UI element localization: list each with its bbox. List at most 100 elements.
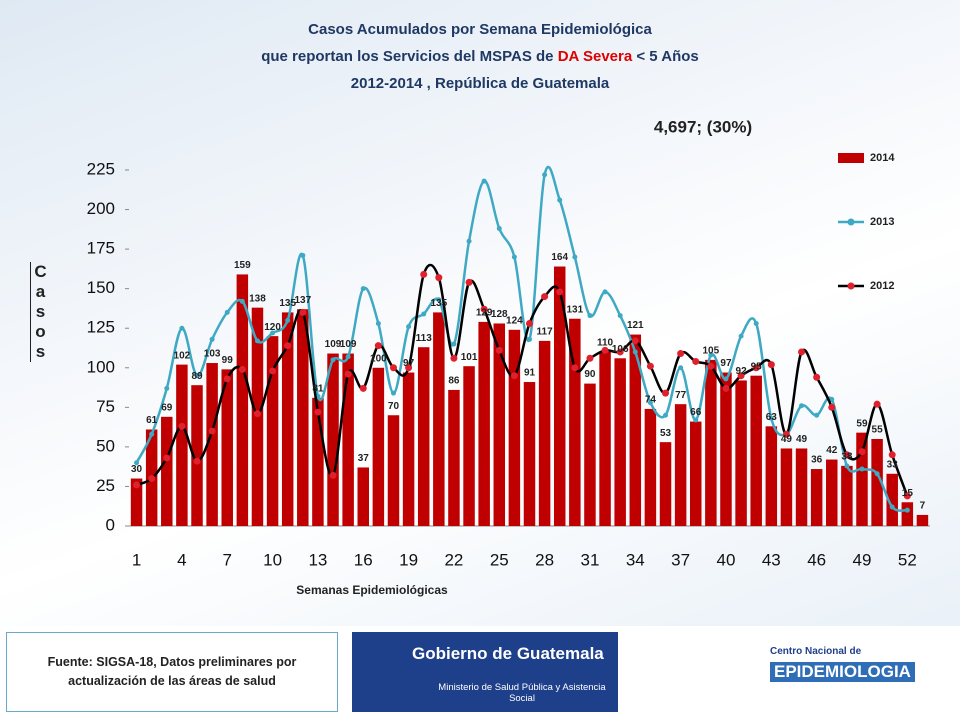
bar <box>191 385 203 526</box>
point <box>904 507 910 513</box>
point <box>692 357 700 365</box>
legend-label: 2014 <box>870 152 895 164</box>
data-label: 110 <box>597 338 614 349</box>
data-label: 55 <box>872 425 884 436</box>
x-tick-label: 7 <box>223 550 232 569</box>
bar <box>810 469 823 526</box>
data-label: 74 <box>645 395 657 406</box>
title-part: que reportan los Servicios del MSPAS de <box>261 48 557 65</box>
point <box>663 412 669 418</box>
data-label: 63 <box>766 412 778 423</box>
point <box>617 313 623 319</box>
x-tick-label: 34 <box>626 550 645 569</box>
y-tick-label: 50 <box>96 436 115 455</box>
cne-logo: Centro Nacional de EPIDEMIOLOGIA <box>740 640 950 710</box>
data-label: 91 <box>524 368 536 379</box>
epidemiologia-text: EPIDEMIOLOGIA <box>770 662 915 682</box>
point <box>330 357 336 363</box>
point <box>829 396 835 402</box>
bar <box>297 309 309 526</box>
x-tick-label: 31 <box>580 550 599 569</box>
data-label: 97 <box>403 358 415 369</box>
bar <box>448 389 460 526</box>
x-tick-label: 1 <box>132 550 141 569</box>
bar <box>161 416 173 526</box>
point <box>737 372 745 380</box>
point <box>466 238 472 244</box>
data-label: 90 <box>584 369 596 380</box>
data-label: 135 <box>279 298 296 309</box>
data-label: 106 <box>612 344 629 355</box>
point <box>526 319 533 327</box>
bar <box>735 380 747 526</box>
point <box>344 370 352 378</box>
point <box>631 337 639 345</box>
point <box>601 346 609 354</box>
point <box>193 457 201 465</box>
bar <box>674 404 687 526</box>
point <box>194 373 200 379</box>
x-tick-label: 25 <box>490 550 509 569</box>
bar <box>176 364 188 526</box>
bar <box>599 351 611 526</box>
data-label: 92 <box>736 366 748 377</box>
data-label: 61 <box>146 415 158 426</box>
y-tick-label: 200 <box>87 199 115 218</box>
bar <box>629 334 642 526</box>
data-label: 97 <box>720 358 732 369</box>
point <box>164 385 170 391</box>
point <box>253 410 261 418</box>
data-label: 36 <box>811 455 823 466</box>
bar <box>916 514 929 526</box>
point <box>799 403 805 409</box>
point <box>299 308 307 316</box>
point <box>858 448 866 456</box>
data-label: 100 <box>370 353 387 364</box>
point <box>345 354 351 360</box>
bar <box>538 340 551 526</box>
bar <box>312 397 324 526</box>
bar <box>826 459 838 526</box>
point <box>451 341 457 347</box>
y-tick-label: 0 <box>106 515 115 534</box>
point <box>632 349 638 355</box>
y-tick-label: 125 <box>87 318 115 337</box>
bar <box>720 372 732 526</box>
legend-marker <box>847 282 855 290</box>
title-line: que reportan los Servicios del MSPAS de … <box>261 48 699 65</box>
gobierno-logo: Gobierno de Guatemala Ministerio de Salu… <box>352 632 618 712</box>
point <box>814 412 820 418</box>
point <box>527 336 532 342</box>
bar <box>463 366 475 526</box>
point <box>149 431 155 437</box>
x-tick-label: 52 <box>898 550 917 569</box>
x-axis-label: Semanas Epidemiológicas <box>296 583 448 597</box>
point <box>420 270 428 278</box>
point <box>269 367 277 375</box>
point <box>889 504 895 510</box>
point <box>421 311 427 317</box>
point <box>753 320 759 326</box>
bar <box>327 353 339 526</box>
bar <box>236 274 249 526</box>
x-tick-label: 49 <box>853 550 872 569</box>
point <box>752 364 760 372</box>
data-label: 33 <box>887 459 899 470</box>
legend-label: 2013 <box>870 216 894 228</box>
point <box>406 324 412 330</box>
data-label: 109 <box>325 339 342 350</box>
y-tick-label: 225 <box>87 159 115 178</box>
point <box>557 197 563 203</box>
bar <box>795 448 808 526</box>
point <box>390 390 396 396</box>
point <box>510 372 518 380</box>
x-tick-label: 22 <box>444 550 463 569</box>
point <box>678 365 684 371</box>
data-label: 102 <box>174 350 191 361</box>
y-tick-label: 25 <box>96 476 115 495</box>
point <box>828 403 836 411</box>
data-label: 137 <box>294 295 311 306</box>
data-label: 113 <box>416 333 433 344</box>
legend-marker <box>847 218 855 226</box>
point <box>647 400 653 406</box>
